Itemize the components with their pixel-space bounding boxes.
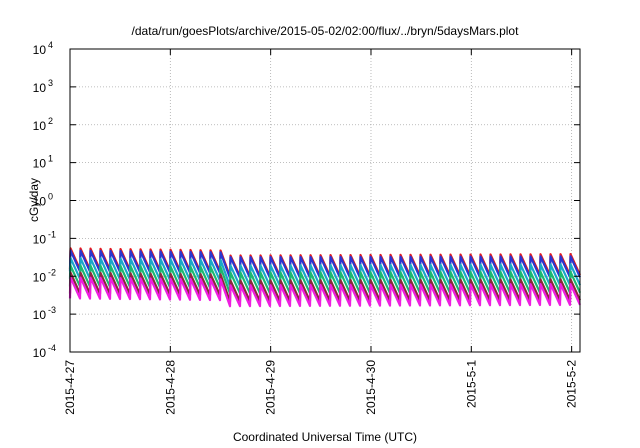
y-tick-exponent: 0 [48,192,53,202]
series-line-5 [68,271,582,303]
grid [69,49,580,352]
series-line-2 [68,249,582,280]
y-tick-label: 10 [33,232,47,246]
x-axis-label: Coordinated Universal Time (UTC) [233,430,417,444]
x-tick-label: 2015-4-28 [163,360,177,415]
series-line-4 [68,264,582,295]
y-tick-label: 10 [33,346,47,360]
x-tick-label: 2015-4-27 [63,360,77,415]
y-tick-exponent: 2 [48,116,53,126]
series-line-1 [68,247,582,278]
y-axis-label: cGy/day [27,178,41,222]
y-tick-label: 10 [33,270,47,284]
y-tick-label: 10 [33,195,47,209]
y-tick-exponent: -1 [48,229,56,239]
y-tick-label: 10 [33,308,47,322]
x-tick-label: 2015-4-30 [364,360,378,415]
x-axis: 2015-4-27 2015-4-28 2015-4-29 2015-4-30 2015… [63,49,579,415]
series-group [68,247,582,308]
y-tick-exponent: 3 [48,78,53,88]
x-tick-label: 2015-5-2 [565,360,579,408]
y-tick-label: 10 [33,81,47,95]
y-tick-exponent: 4 [48,40,53,50]
y-tick-label: 10 [33,157,47,171]
y-tick-label: 10 [33,119,47,133]
y-tick-label: 10 [33,43,47,57]
x-tick-label: 2015-5-1 [464,360,478,408]
series-line-3 [68,256,582,288]
series-line-6 [68,276,582,308]
y-tick-exponent: -3 [48,305,56,315]
x-tick-label: 2015-4-29 [264,360,278,415]
y-tick-exponent: -2 [48,267,56,277]
y-tick-exponent: 1 [48,154,53,164]
y-tick-exponent: -4 [48,343,56,353]
chart-title: /data/run/goesPlots/archive/2015-05-02/0… [132,24,520,38]
